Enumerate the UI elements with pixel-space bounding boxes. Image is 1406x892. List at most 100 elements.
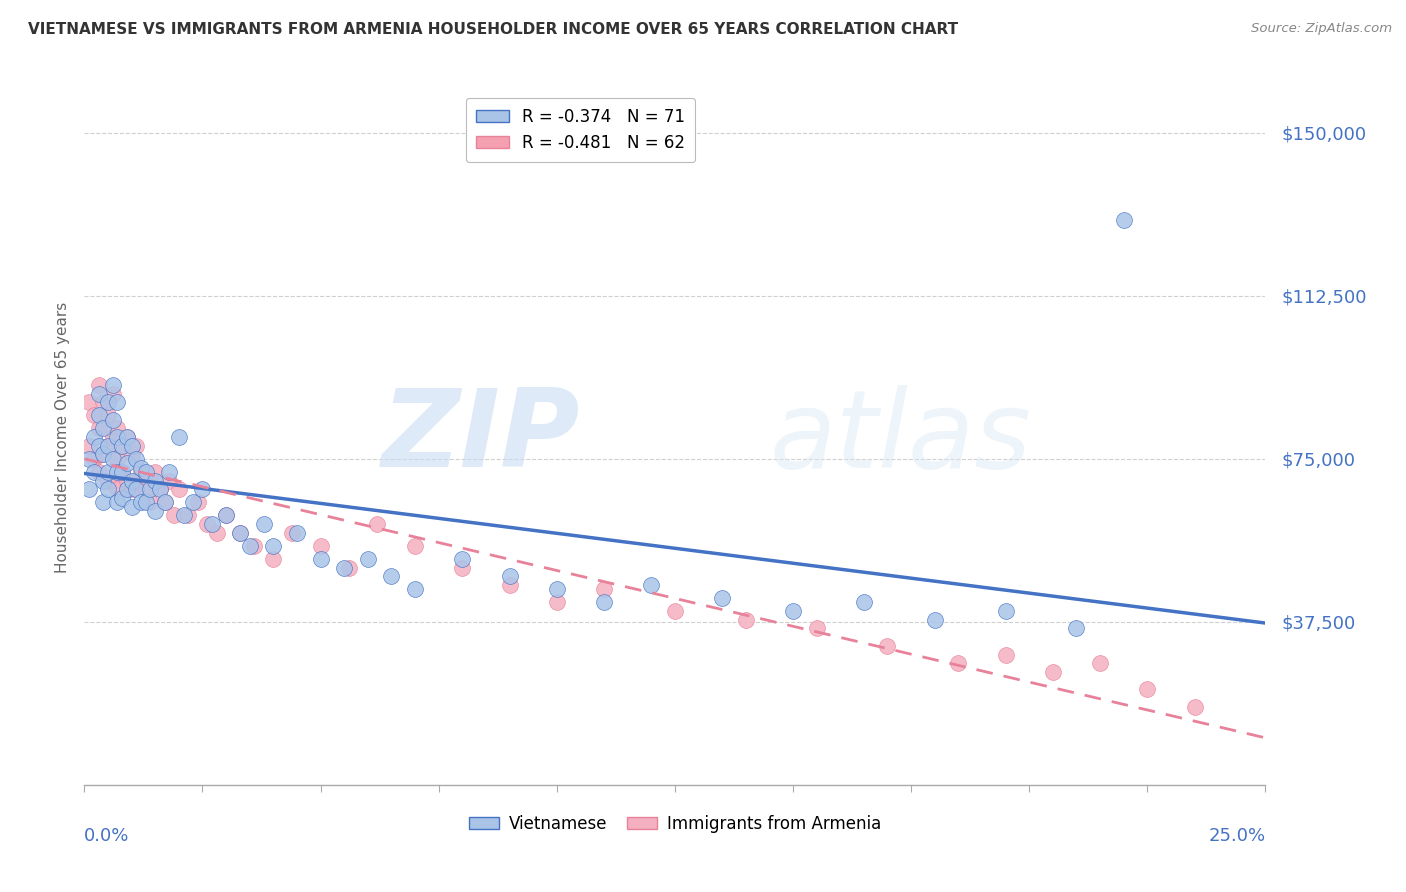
Point — [806, 621, 828, 635]
Point — [121, 482, 143, 496]
Text: VIETNAMESE VS IMMIGRANTS FROM ARMENIA HOUSEHOLDER INCOME OVER 65 YEARS CORRELATI: VIETNAMESE VS IMMIGRANTS FROM ARMENIA HO… — [28, 22, 959, 37]
Point — [111, 439, 134, 453]
Point — [357, 551, 380, 566]
Point — [994, 648, 1017, 662]
Point — [451, 560, 474, 574]
Point — [1088, 657, 1111, 671]
Point — [139, 482, 162, 496]
Point — [177, 508, 200, 523]
Point — [125, 474, 148, 488]
Point — [640, 578, 662, 592]
Point — [97, 474, 120, 488]
Text: ZIP: ZIP — [382, 384, 581, 490]
Point — [107, 430, 129, 444]
Point — [121, 439, 143, 453]
Point — [281, 525, 304, 540]
Point — [205, 525, 228, 540]
Point — [994, 604, 1017, 618]
Point — [115, 474, 138, 488]
Point — [83, 430, 105, 444]
Point — [309, 551, 332, 566]
Point — [593, 582, 616, 597]
Point — [135, 465, 157, 479]
Point — [83, 465, 105, 479]
Point — [404, 582, 426, 597]
Point — [101, 386, 124, 401]
Point — [107, 395, 129, 409]
Point — [115, 456, 138, 470]
Point — [91, 495, 114, 509]
Point — [91, 421, 114, 435]
Point — [107, 495, 129, 509]
Point — [121, 474, 143, 488]
Point — [143, 504, 166, 518]
Point — [498, 578, 520, 592]
Point — [366, 516, 388, 531]
Point — [87, 386, 110, 401]
Point — [101, 451, 124, 466]
Point — [101, 430, 124, 444]
Point — [149, 482, 172, 496]
Point — [201, 516, 224, 531]
Point — [91, 447, 114, 462]
Point — [121, 447, 143, 462]
Point — [107, 421, 129, 435]
Point — [115, 430, 138, 444]
Point — [173, 508, 195, 523]
Point — [77, 451, 100, 466]
Point — [215, 508, 238, 523]
Point — [167, 482, 190, 496]
Point — [77, 439, 100, 453]
Point — [77, 395, 100, 409]
Point — [149, 482, 172, 496]
Point — [782, 604, 804, 618]
Point — [139, 495, 162, 509]
Point — [337, 560, 360, 574]
Point — [253, 516, 276, 531]
Point — [107, 451, 129, 466]
Point — [135, 482, 157, 496]
Point — [195, 516, 218, 531]
Point — [111, 439, 134, 453]
Point — [83, 451, 105, 466]
Point — [1066, 621, 1088, 635]
Point — [546, 582, 568, 597]
Point — [135, 495, 157, 509]
Point — [101, 474, 124, 488]
Y-axis label: Householder Income Over 65 years: Householder Income Over 65 years — [55, 301, 70, 573]
Point — [97, 439, 120, 453]
Point — [97, 409, 120, 423]
Point — [734, 613, 756, 627]
Point — [664, 604, 686, 618]
Text: 25.0%: 25.0% — [1208, 827, 1265, 845]
Point — [87, 377, 110, 392]
Point — [262, 539, 284, 553]
Point — [153, 495, 176, 509]
Point — [948, 657, 970, 671]
Point — [87, 421, 110, 435]
Point — [101, 412, 124, 426]
Point — [157, 474, 180, 488]
Point — [451, 551, 474, 566]
Text: atlas: atlas — [769, 384, 1031, 490]
Point — [83, 409, 105, 423]
Point — [593, 595, 616, 609]
Point — [711, 591, 734, 605]
Point — [1112, 212, 1135, 227]
Point — [77, 482, 100, 496]
Point — [239, 539, 262, 553]
Point — [404, 539, 426, 553]
Text: Source: ZipAtlas.com: Source: ZipAtlas.com — [1251, 22, 1392, 36]
Point — [163, 508, 186, 523]
Point — [157, 465, 180, 479]
Point — [87, 465, 110, 479]
Point — [125, 482, 148, 496]
Point — [498, 569, 520, 583]
Point — [121, 500, 143, 514]
Point — [101, 377, 124, 392]
Point — [107, 482, 129, 496]
Point — [87, 409, 110, 423]
Point — [262, 551, 284, 566]
Point — [215, 508, 238, 523]
Point — [309, 539, 332, 553]
